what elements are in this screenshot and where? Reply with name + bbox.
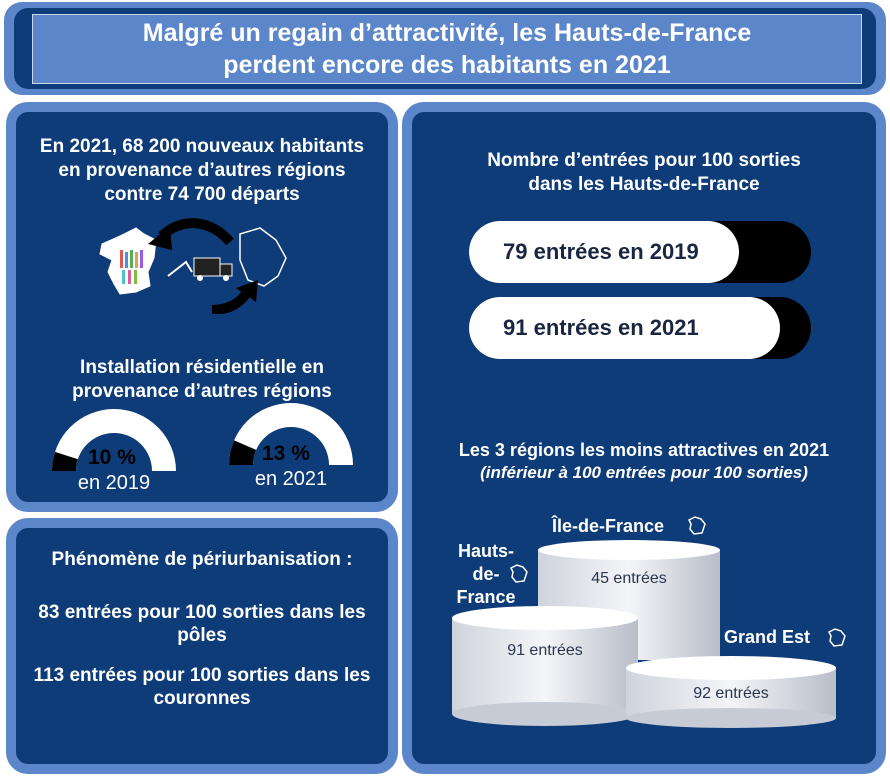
bar-2021: 91 entrées en 2021 — [469, 297, 811, 359]
gauge-2021-year: en 2021 — [254, 468, 328, 490]
podium-hauts-de-france-value: 91 entrées — [507, 642, 583, 659]
installation-heading: Installation résidentielle en provenance… — [16, 356, 388, 404]
gauge-2019-year: en 2019 — [77, 472, 151, 494]
title-frame: Malgré un regain d’attractivité, les Hau… — [4, 2, 886, 95]
bar-2019: 79 entrées en 2019 — [469, 221, 811, 283]
podium-label-grand-est: Grand Est — [724, 627, 811, 647]
periurbanisation-panel-background — [16, 528, 388, 764]
periurbanisation-heading: Phénomène de périurbanisation : — [51, 549, 353, 570]
podium-title: Les 3 régions les moins attractives en 2… — [458, 440, 830, 460]
arrivals-headline: En 2021, 68 200 nouveaux habitants en pr… — [16, 135, 388, 207]
installation-heading-line-2: provenance d’autres régions — [72, 381, 332, 402]
region-outline-icon — [239, 227, 287, 287]
arrival-arrow-icon — [158, 218, 234, 246]
arrivals-headline-line-2: en provenance d’autres régions — [58, 160, 346, 181]
gauge-2019-track — [52, 409, 176, 471]
podium-label-ile-de-france: Île-de-France — [552, 516, 665, 536]
gauge-2019 — [52, 409, 176, 471]
gauge-2021 — [229, 403, 353, 465]
podium-ile-de-france-value: 45 entrées — [591, 570, 667, 587]
people-icon — [120, 250, 143, 284]
podium-label-hauts-de-france-line-1: Hauts- — [457, 541, 514, 561]
couronnes-stat: 113 entrées pour 100 sorties dans les co… — [16, 664, 388, 710]
arrivals-headline-line-1: En 2021, 68 200 nouveaux habitants — [39, 136, 365, 157]
couronnes-stat-line-2: couronnes — [153, 688, 251, 709]
podium-label-hauts-de-france-line-3: France — [456, 587, 516, 607]
departure-arrow-icon — [211, 287, 253, 314]
poles-stat-line-2: pôles — [177, 625, 227, 646]
bars-title-line-2: dans les Hauts-de-France — [528, 174, 760, 195]
gauge-2019-value: 10 % — [88, 446, 136, 469]
bar-2021-label: 91 entrées en 2021 — [503, 315, 699, 340]
gauge-2021-track — [229, 403, 353, 465]
bar-2021-fill — [469, 297, 780, 359]
podium-label-hauts-de-france: Hauts- de- France — [451, 540, 521, 609]
france-map-icon — [687, 516, 706, 535]
moving-truck-icon — [167, 257, 233, 281]
couronnes-stat-line-1: 113 entrées pour 100 sorties dans les — [33, 665, 371, 686]
title-line-2: perdent encore des habitants en 2021 — [223, 51, 671, 79]
poles-stat-line-1: 83 entrées pour 100 sorties dans les — [38, 602, 366, 623]
arrivals-headline-line-3: contre 74 700 départs — [104, 184, 300, 205]
podium-illustration — [452, 540, 836, 728]
gauge-2019-fill — [52, 451, 78, 471]
podium-grand-est-value: 92 entrées — [693, 685, 769, 702]
page-title: Malgré un regain d’attractivité, les Hau… — [32, 14, 862, 84]
bar-2019-fill — [469, 221, 739, 283]
periurbanisation-panel — [6, 518, 398, 774]
france-map-icon — [509, 564, 528, 583]
gauge-2021-fill — [229, 440, 257, 465]
podium-label-hauts-de-france-line-2: de- — [472, 564, 500, 584]
gauge-2021-value: 13 % — [262, 442, 310, 465]
installation-heading-line-1: Installation résidentielle en — [80, 357, 324, 378]
migration-illustration — [99, 218, 287, 314]
podium-subtitle: (inférieur à 100 entrées pour 100 sortie… — [480, 463, 808, 482]
poles-stat: 83 entrées pour 100 sorties dans les pôl… — [16, 601, 388, 647]
title-line-1: Malgré un regain d’attractivité, les Hau… — [142, 19, 752, 47]
podium-hauts-de-france — [452, 606, 638, 726]
bars-title-line-1: Nombre d’entrées pour 100 sorties — [487, 150, 801, 171]
bar-2019-label: 79 entrées en 2019 — [503, 239, 699, 264]
bars-title: Nombre d’entrées pour 100 sorties dans l… — [412, 149, 876, 197]
france-map-icon — [827, 628, 846, 647]
podium-grand-est — [626, 656, 836, 728]
